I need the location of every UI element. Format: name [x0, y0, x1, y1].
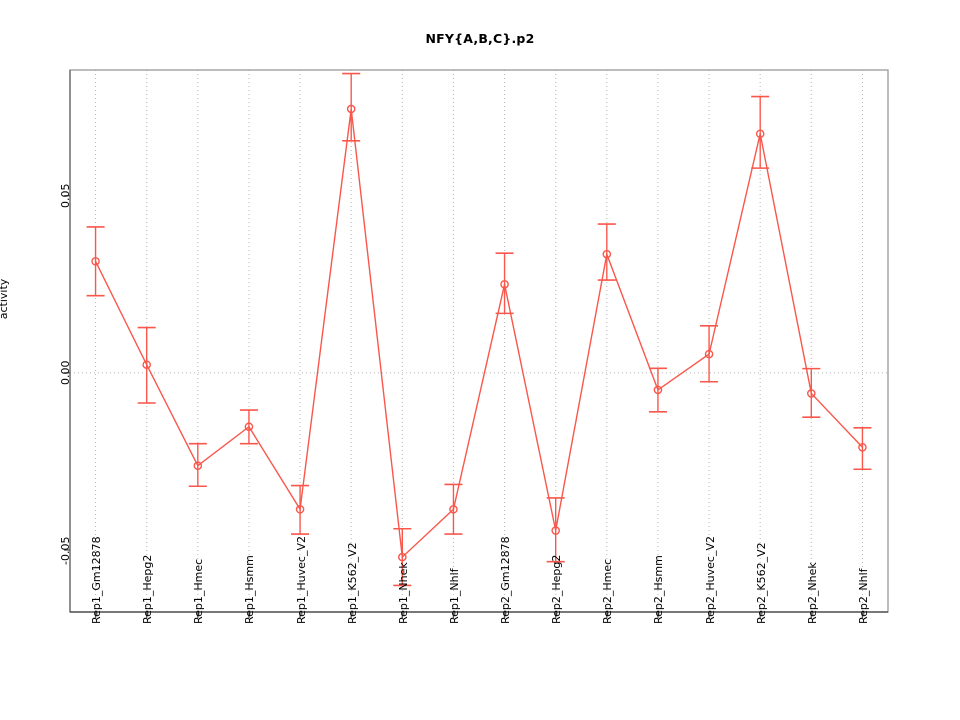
- x-tick-label: Rep2_Nhlf: [856, 568, 870, 624]
- data-point-marker: [142, 360, 151, 370]
- x-tick-label: Rep1_Huvec_V2: [294, 536, 308, 624]
- data-point-marker: [398, 552, 407, 562]
- data-point-marker: [807, 389, 816, 398]
- x-tick-label: Rep2_Huvec_V2: [703, 536, 717, 624]
- x-tick-label: Rep1_Hepg2: [141, 554, 155, 624]
- y-tick-label: 0.00: [59, 360, 72, 386]
- data-point-marker: [244, 422, 254, 432]
- data-point-marker: [551, 526, 560, 535]
- y-tick-label: 0.05: [59, 183, 72, 208]
- data-point-marker: [500, 280, 509, 289]
- x-tick-label: Rep2_Gm12878: [499, 536, 513, 624]
- data-point-marker: [295, 504, 305, 514]
- chart-title: NFY{A,B,C}.p2: [425, 31, 535, 46]
- y-tick-label: -0.05: [59, 536, 72, 566]
- data-point-marker: [755, 129, 765, 139]
- x-tick-label: Rep2_Hepg2: [550, 554, 564, 624]
- x-tick-label: Rep2_K562_V2: [754, 542, 768, 624]
- data-point-marker: [91, 256, 100, 266]
- x-tick-label: Rep2_Nhek: [805, 562, 819, 624]
- data-point-marker: [449, 504, 458, 514]
- x-tick-label: Rep1_Hmec: [192, 558, 206, 624]
- x-tick-label: Rep2_Hmec: [601, 558, 615, 624]
- data-point-marker: [346, 104, 356, 114]
- data-point-marker: [704, 349, 714, 359]
- data-point-marker: [858, 442, 867, 452]
- data-point-marker: [602, 249, 612, 259]
- plot-frame: [69, 69, 889, 613]
- data-point-marker: [653, 385, 663, 395]
- x-tick-label: Rep1_Hsmm: [243, 555, 257, 624]
- data-point-marker: [193, 461, 203, 470]
- x-tick-label: Rep1_Gm12878: [90, 536, 104, 624]
- x-tick-label: Rep1_Nhlf: [447, 568, 461, 624]
- x-tick-label: Rep2_Hsmm: [652, 555, 666, 624]
- x-tick-label: Rep1_Nhek: [396, 562, 410, 624]
- x-tick-label: Rep1_K562_V2: [345, 542, 359, 624]
- series-line: [94, 108, 863, 559]
